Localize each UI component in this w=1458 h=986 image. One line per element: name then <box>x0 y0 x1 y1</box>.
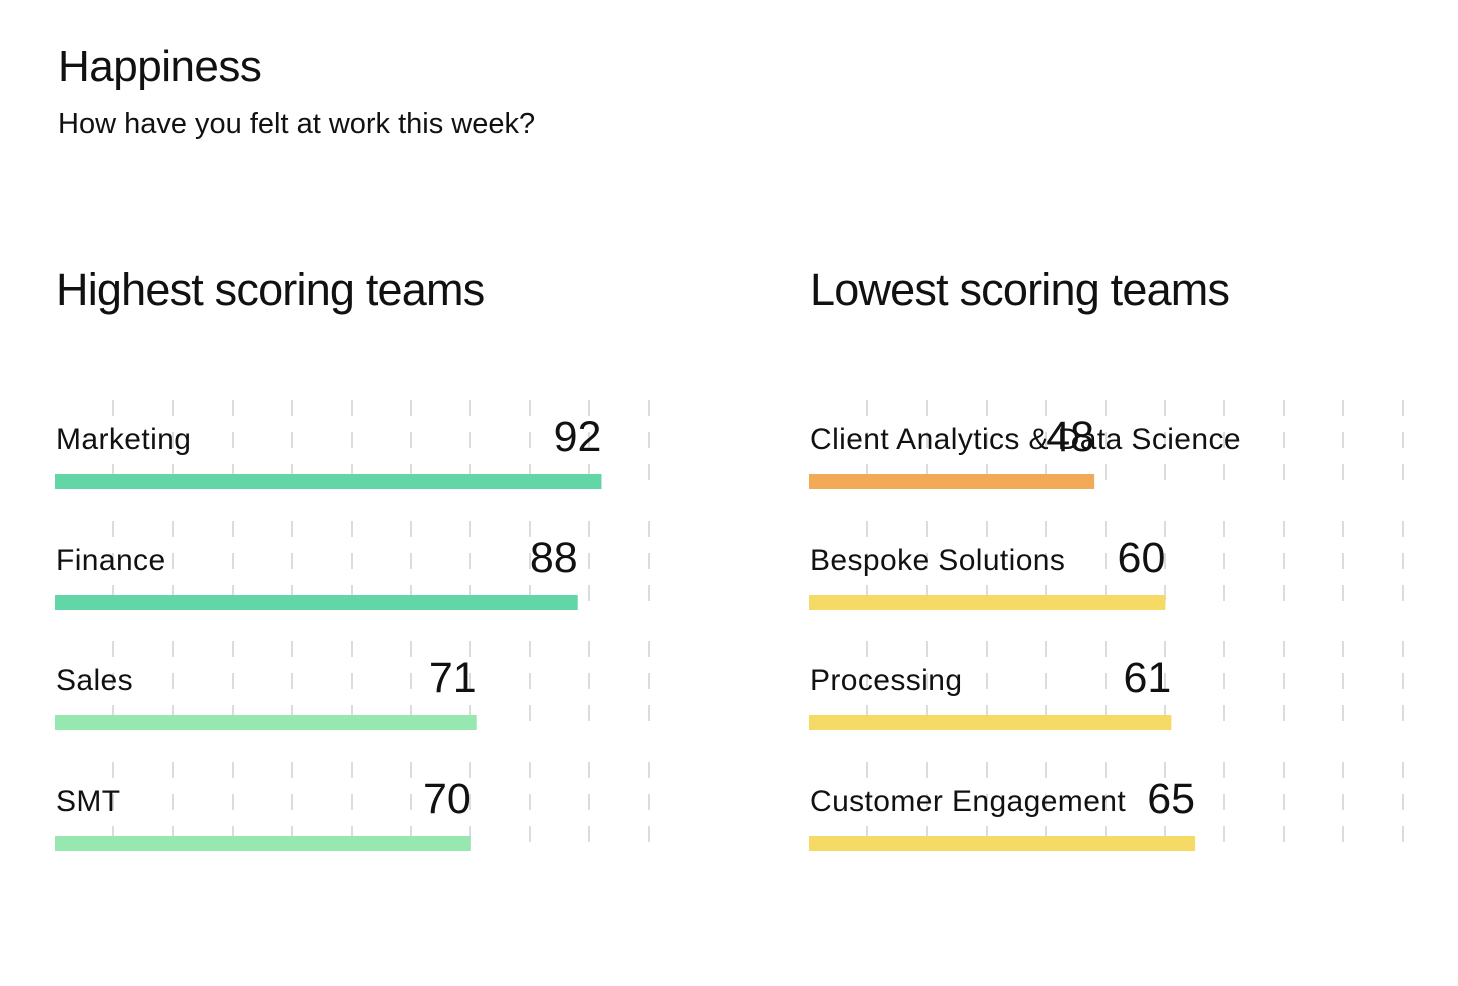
highest-scoring-panel: Highest scoring teams Marketing 92 Finance… <box>0 0 650 986</box>
lowest-scoring-title: Lowest scoring teams <box>810 264 1230 315</box>
value-label: 92 <box>554 413 602 461</box>
bar <box>809 474 1095 489</box>
category-label: SMT <box>56 785 121 818</box>
bar-row-smt: SMT 70 <box>55 775 471 851</box>
bar <box>55 836 471 851</box>
highest-scoring-title: Highest scoring teams <box>56 264 485 315</box>
bar <box>809 595 1166 610</box>
category-label: Customer Engagement <box>810 785 1126 818</box>
bar-rows: Marketing 92 Finance 88 Sales 71 SMT 70 <box>55 413 602 851</box>
value-label: 70 <box>423 775 471 823</box>
page-title: Happiness <box>58 42 262 91</box>
bar-row-marketing: Marketing 92 <box>55 413 602 489</box>
category-label: Client Analytics & Data Science <box>810 423 1241 456</box>
value-label: 65 <box>1147 775 1195 823</box>
bar-row-processing: Processing 61 <box>809 654 1172 730</box>
category-label: Sales <box>56 664 133 697</box>
category-label: Finance <box>56 544 166 577</box>
value-label: 71 <box>429 654 477 702</box>
highest-scoring-chart: Marketing 92 Finance 88 Sales 71 SMT 70 <box>55 400 650 854</box>
category-label: Marketing <box>56 423 191 456</box>
value-label: 61 <box>1123 654 1171 702</box>
bar-row-finance: Finance 88 <box>55 534 578 610</box>
bar <box>809 715 1172 730</box>
page-subtitle: How have you felt at work this week? <box>58 108 536 140</box>
category-label: Bespoke Solutions <box>810 544 1065 577</box>
bar <box>809 836 1196 851</box>
bar-row-customer-engagement: Customer Engagement 65 <box>809 775 1196 851</box>
grid-lines <box>112 400 650 854</box>
bar <box>55 474 602 489</box>
bar-row-bespoke-solutions: Bespoke Solutions 60 <box>809 534 1166 610</box>
value-label: 60 <box>1118 534 1166 582</box>
bar <box>55 595 578 610</box>
bar-row-sales: Sales 71 <box>55 654 477 730</box>
category-label: Processing <box>810 664 962 697</box>
lowest-scoring-panel: Lowest scoring teams Client Analytics & … <box>754 0 1404 986</box>
value-label: 48 <box>1046 413 1094 461</box>
bar <box>55 715 477 730</box>
value-label: 88 <box>530 534 578 582</box>
